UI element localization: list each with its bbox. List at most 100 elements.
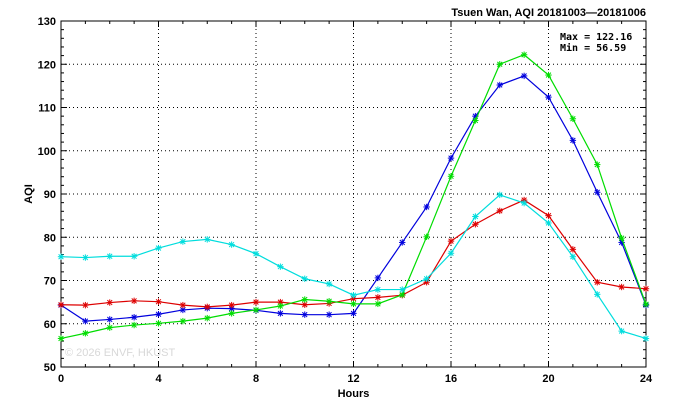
series-3 [57, 191, 650, 342]
x-tick-label: 12 [347, 373, 359, 385]
data-point [204, 314, 211, 322]
y-tick-label: 80 [44, 232, 56, 244]
data-point [423, 203, 430, 211]
y-tick-label: 70 [44, 276, 56, 288]
data-point [618, 234, 625, 242]
data-point [642, 285, 650, 292]
data-point [82, 301, 89, 309]
data-point [594, 279, 601, 286]
data-point [155, 244, 162, 252]
data-point [569, 246, 577, 253]
data-point [179, 301, 187, 309]
data-point [447, 154, 455, 162]
data-point [545, 93, 552, 101]
data-point [130, 314, 138, 321]
x-tick-label: 0 [58, 373, 64, 385]
y-tick-label: 110 [38, 103, 56, 115]
data-point [130, 297, 138, 305]
data-point [569, 253, 577, 260]
data-point [447, 237, 455, 245]
data-point [374, 274, 382, 282]
data-point [447, 173, 455, 180]
data-point [447, 250, 455, 257]
data-point [350, 310, 357, 317]
data-point [301, 296, 308, 303]
data-point [325, 311, 333, 318]
data-point [252, 250, 260, 257]
data-point [155, 320, 162, 327]
data-point [594, 291, 601, 298]
x-tick-label: 4 [155, 373, 162, 385]
data-point [106, 316, 113, 323]
data-point [545, 71, 552, 79]
data-point [374, 294, 382, 301]
data-point [277, 310, 284, 317]
data-point [520, 199, 528, 207]
data-point [228, 241, 235, 248]
data-point [545, 212, 552, 219]
data-point [520, 72, 528, 80]
data-point [496, 61, 503, 68]
y-axis-label: AQI [23, 184, 35, 204]
series-2 [57, 51, 650, 342]
data-point [472, 213, 479, 220]
data-point [301, 311, 308, 318]
data-point [325, 280, 333, 288]
data-point [204, 303, 211, 311]
data-point [57, 335, 65, 342]
data-point [155, 311, 162, 318]
axis-ticks: 0 4 8 12 16 20 24 50 60 70 80 90 100 110 120 130 [38, 16, 653, 385]
chart-title: Tsuen Wan, AQI 20181003—20181006 [451, 7, 646, 19]
data-point [277, 263, 284, 270]
data-point [82, 254, 89, 261]
x-tick-label: 24 [640, 373, 653, 385]
data-point [82, 317, 89, 325]
data-point [106, 299, 113, 306]
data-point [545, 219, 552, 227]
data-point [57, 253, 65, 260]
data-point [642, 301, 650, 308]
data-point [618, 283, 625, 291]
x-tick-label: 20 [542, 373, 554, 385]
watermark: © 2026 ENVF, HKUST [65, 347, 175, 359]
data-point [179, 317, 187, 325]
data-point [472, 221, 479, 228]
y-tick-label: 90 [44, 189, 56, 201]
x-tick-label: 16 [445, 373, 457, 385]
data-point [252, 298, 260, 306]
data-point [350, 300, 357, 308]
x-axis-label: Hours [338, 388, 370, 400]
data-point [496, 191, 503, 199]
data-point [618, 327, 625, 335]
series-0 [57, 72, 650, 325]
y-tick-label: 100 [38, 146, 56, 158]
data-point [496, 81, 503, 89]
data-point [399, 286, 406, 293]
data-point [82, 330, 89, 337]
data-point [130, 321, 138, 329]
data-point [472, 117, 479, 124]
series-layer [57, 51, 650, 342]
data-point [642, 335, 650, 342]
data-point [520, 51, 528, 58]
data-point [374, 300, 382, 308]
data-point [179, 238, 187, 245]
data-point [569, 137, 577, 144]
data-point [325, 298, 333, 305]
data-point [399, 239, 406, 246]
series-line [60, 194, 647, 340]
y-tick-label: 120 [38, 59, 56, 71]
data-point [594, 161, 601, 168]
data-point [569, 115, 577, 122]
data-point [423, 233, 430, 241]
data-point [399, 291, 406, 298]
y-tick-label: 60 [44, 319, 56, 331]
data-point [130, 253, 138, 260]
data-point [228, 310, 235, 317]
data-point [106, 253, 113, 260]
x-tick-label: 8 [253, 373, 259, 385]
data-point [155, 298, 162, 305]
y-tick-label: 50 [44, 362, 56, 374]
data-point [374, 286, 382, 293]
